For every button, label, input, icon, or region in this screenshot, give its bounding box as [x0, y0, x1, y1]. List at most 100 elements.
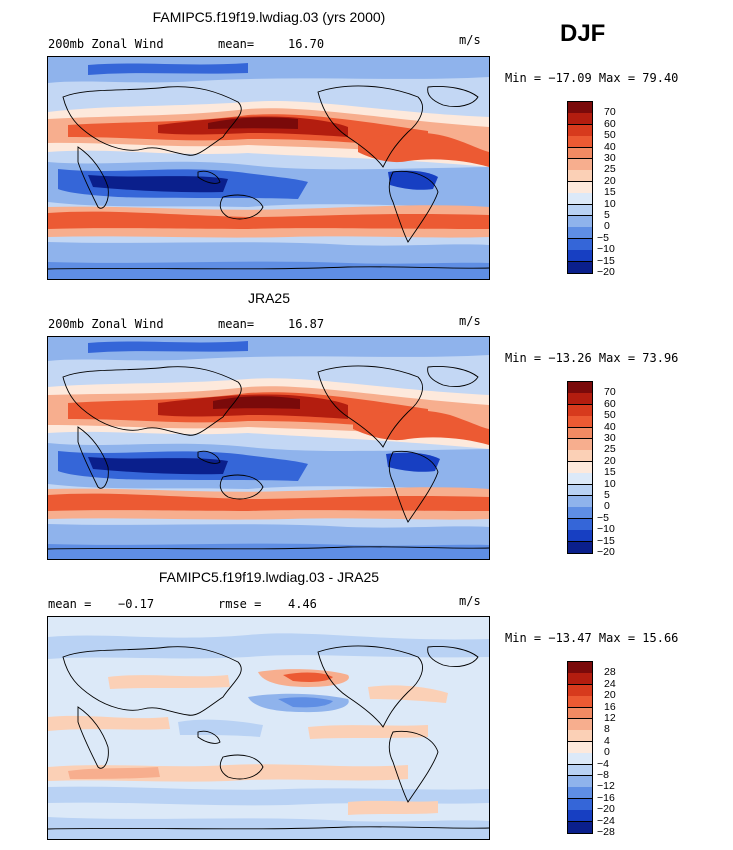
colorbar-tick-label: 12 [604, 712, 616, 724]
colorbar-swatch [568, 136, 592, 149]
colorbar-tick-label: 50 [604, 409, 616, 422]
panel-3-mean-label: mean = [48, 597, 92, 611]
panel-1-field [48, 57, 489, 279]
panel-1-mean-value: 16.70 [288, 37, 325, 51]
colorbar-tick-label: −10 [597, 523, 615, 536]
colorbar-swatch [568, 261, 592, 274]
colorbar-swatch [568, 741, 592, 754]
panel-1-units: m/s [459, 33, 481, 47]
colorbar-swatch [568, 461, 592, 474]
panel-2-units: m/s [459, 314, 481, 328]
panel-1-colorbar-swatches [567, 101, 593, 274]
colorbar-swatch [568, 707, 592, 720]
colorbar-swatch [568, 204, 592, 217]
panel-2-title: JRA25 [247, 290, 291, 306]
colorbar-tick-label: 30 [604, 152, 616, 164]
panel-2-variable-label: 200mb Zonal Wind [48, 317, 164, 331]
colorbar-tick-label: 16 [604, 700, 616, 713]
colorbar-tick-label: −16 [597, 791, 615, 804]
colorbar-tick-label: 15 [604, 466, 616, 479]
colorbar-tick-label: −10 [597, 243, 615, 256]
colorbar-swatch [568, 170, 592, 183]
colorbar-swatch [568, 696, 592, 709]
panel-3-mean-value: −0.17 [118, 597, 155, 611]
colorbar-swatch [568, 719, 592, 731]
colorbar-swatch [568, 484, 592, 497]
colorbar-swatch [568, 530, 592, 543]
panel-2-min-max: Min = −13.26 Max = 73.96 [505, 351, 679, 365]
colorbar-swatch [568, 541, 592, 554]
colorbar-tick-label: 50 [604, 129, 616, 142]
panel-3-title: FAMIPC5.f19f19.lwdiag.03 - JRA25 [158, 569, 380, 585]
colorbar-tick-label: 70 [604, 386, 616, 399]
panel-3-rmse-value: 4.46 [288, 597, 317, 611]
colorbar-swatch [568, 507, 592, 520]
colorbar-swatch [568, 787, 592, 800]
panel-2-colorbar-labels: 70 60 50 40 30 25 20 15 10 5 0 −5 −10 −15 −20 [597, 381, 637, 557]
colorbar-tick-label: 70 [604, 106, 616, 119]
colorbar-tick-label: −5 [597, 231, 609, 244]
colorbar-tick-label: −4 [597, 757, 609, 770]
colorbar-swatch [568, 102, 592, 114]
colorbar-swatch [568, 496, 592, 508]
colorbar-swatch [568, 730, 592, 743]
colorbar-swatch [568, 238, 592, 251]
colorbar-tick-label: 60 [604, 117, 616, 130]
panel-1-map [47, 56, 490, 280]
season-label: DJF [560, 20, 606, 47]
panel-2-map [47, 336, 490, 560]
panel-3-rmse-label: rmse = [218, 597, 262, 611]
panel-3-colorbar-labels: 28 24 20 16 12 8 4 0 −4 −8 −12 −16 −20 −24 −28 [597, 661, 637, 837]
colorbar-swatch [568, 427, 592, 440]
colorbar-swatch [568, 684, 592, 697]
colorbar-swatch [568, 193, 592, 206]
panel-1-colorbar-labels: 70 60 50 40 30 25 20 15 10 5 0 −5 −10 −15 −20 [597, 101, 637, 277]
colorbar-tick-label: 20 [604, 174, 616, 187]
colorbar-tick-label: −12 [597, 780, 615, 793]
colorbar-swatch [568, 250, 592, 263]
colorbar-swatch [568, 416, 592, 429]
colorbar-swatch [568, 798, 592, 811]
panel-3-colorbar [567, 661, 593, 834]
colorbar-swatch [568, 147, 592, 160]
colorbar-tick-label: −15 [597, 534, 615, 547]
panel-1-colorbar [567, 101, 593, 274]
colorbar-tick-label: 0 [604, 746, 610, 759]
panel-3-colorbar-swatches [567, 661, 593, 834]
colorbar-swatch [568, 124, 592, 137]
panel-3-map [47, 616, 490, 840]
panel-1-mean-label: mean= [218, 37, 255, 51]
panel-1-title: FAMIPC5.f19f19.lwdiag.03 (yrs 2000) [152, 9, 386, 25]
colorbar-tick-label: 0 [604, 220, 610, 233]
colorbar-swatch [568, 764, 592, 777]
colorbar-tick-label: 0 [604, 500, 610, 513]
colorbar-swatch [568, 450, 592, 463]
panel-1-min-max: Min = −17.09 Max = 79.40 [505, 71, 679, 85]
colorbar-tick-label: 8 [604, 723, 610, 736]
colorbar-tick-label: −8 [597, 769, 609, 781]
panel-2-colorbar [567, 381, 593, 554]
colorbar-tick-label: 4 [604, 734, 610, 747]
colorbar-tick-label: 40 [604, 140, 616, 153]
panel-3-field [48, 617, 489, 839]
colorbar-tick-label: 15 [604, 186, 616, 199]
colorbar-swatch [568, 113, 592, 126]
colorbar-tick-label: −20 [597, 266, 615, 278]
colorbar-tick-label: −24 [597, 814, 615, 827]
colorbar-swatch [568, 776, 592, 788]
colorbar-tick-label: 40 [604, 420, 616, 433]
colorbar-swatch [568, 810, 592, 823]
panel-3-units: m/s [459, 594, 481, 608]
colorbar-tick-label: −20 [597, 546, 615, 558]
colorbar-swatch [568, 518, 592, 531]
colorbar-tick-label: 10 [604, 477, 616, 490]
colorbar-tick-label: 25 [604, 163, 616, 176]
panel-1-variable-label: 200mb Zonal Wind [48, 37, 164, 51]
colorbar-swatch [568, 404, 592, 417]
colorbar-tick-label: −15 [597, 254, 615, 267]
panel-2-field [48, 337, 489, 559]
colorbar-tick-label: 60 [604, 397, 616, 410]
colorbar-tick-label: 5 [604, 209, 610, 221]
colorbar-tick-label: 10 [604, 197, 616, 210]
colorbar-swatch [568, 216, 592, 228]
